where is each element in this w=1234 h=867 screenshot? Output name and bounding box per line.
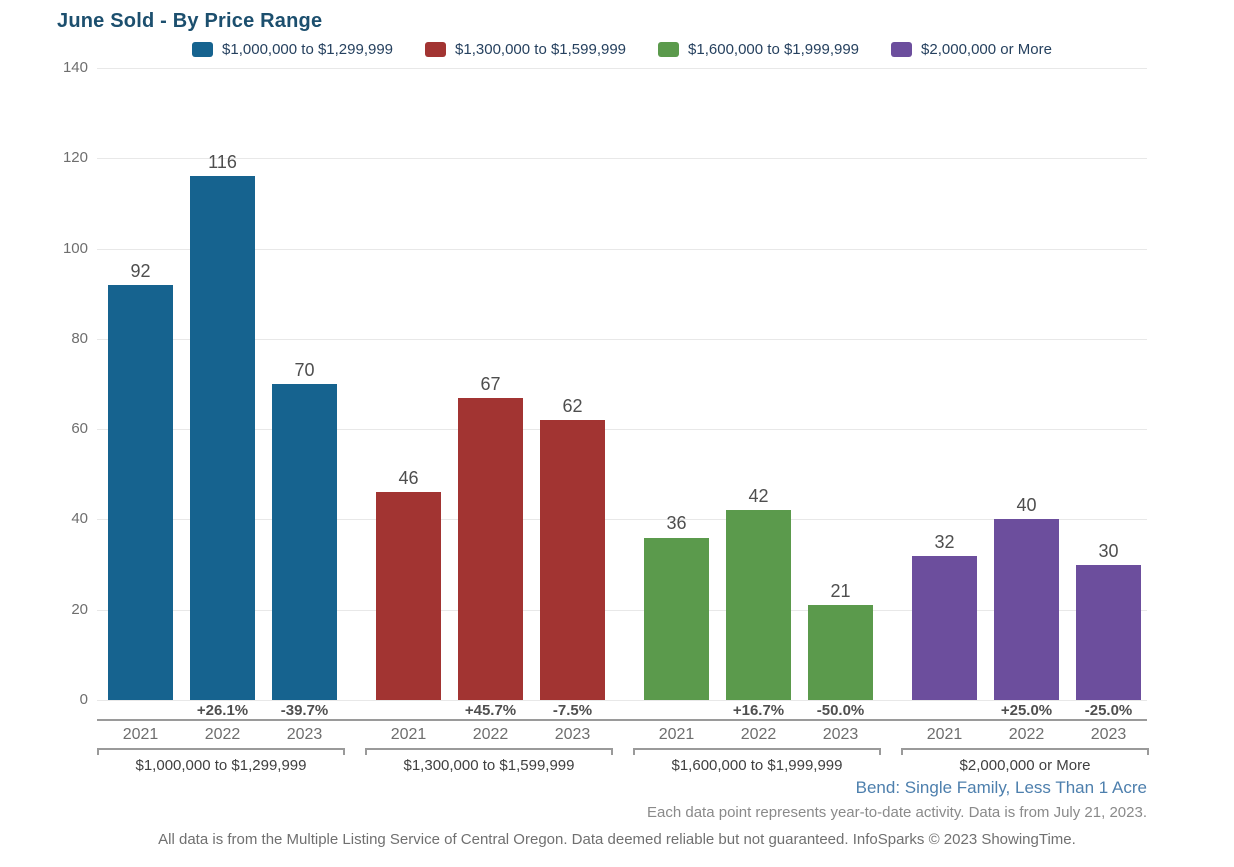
bar-value-label: 30 [1098,540,1119,561]
bar--2-000-000-or-more-2021 [912,555,977,700]
pct-change-label: +45.7% [464,702,517,719]
bar--2-000-000-or-more-2023 [1076,564,1141,700]
bar-value-label: 92 [130,260,151,281]
y-axis-tick-label: 120 [62,149,88,167]
bar-value-label: 116 [208,152,237,173]
legend-item-label: $1,000,000 to $1,299,999 [222,40,394,58]
gridline-y0 [97,700,1147,701]
x-axis-year-label: 2021 [926,726,963,743]
group-bracket [901,748,1149,755]
x-axis-year-label: 2023 [286,726,323,743]
bar--1-600-000-to-1-999-999-2022 [726,510,791,700]
gridline-y80 [97,338,1147,340]
legend-swatch-icon [891,41,913,57]
bar--1-000-000-to-1-299-999-2022 [190,176,255,700]
x-axis-year-label: 2022 [740,726,777,743]
gridline-y100 [97,248,1147,250]
axis-separator-line [97,719,1147,721]
x-axis-year-label: 2022 [472,726,509,743]
group-bracket [633,748,881,755]
bar-value-label: 46 [398,468,419,489]
pct-change-label: -50.0% [816,702,865,719]
gridline-y20 [97,609,1147,611]
legend-item-1[interactable]: $1,300,000 to $1,599,999 [425,41,626,58]
pct-change-label: -25.0% [1084,702,1133,719]
group-bracket [97,748,345,755]
y-axis-tick-label: 0 [79,691,88,708]
bar-value-label: 62 [562,396,583,417]
gridline-y120 [97,158,1147,160]
y-axis-tick-label: 80 [71,329,88,347]
legend-swatch-icon [192,41,214,57]
x-axis-year-label: 2023 [554,726,591,743]
y-axis-tick-label: 40 [71,510,88,528]
y-axis-tick-label: 140 [62,59,88,76]
pct-change-label: +26.1% [196,702,249,719]
group-bracket [365,748,613,755]
bar-value-label: 36 [666,513,687,534]
gridline-y40 [97,519,1147,521]
y-axis-tick-label: 60 [71,420,88,438]
legend-item-2[interactable]: $1,600,000 to $1,999,999 [658,41,859,58]
legend-item-0[interactable]: $1,000,000 to $1,299,999 [192,41,393,58]
x-axis-year-label: 2021 [390,726,427,743]
pct-change-label: +25.0% [1000,702,1053,719]
group-range-label: $1,000,000 to $1,299,999 [135,757,307,774]
x-axis-year-label: 2021 [658,726,695,743]
market-label: Bend: Single Family, Less Than 1 Acre [855,778,1147,797]
bar--2-000-000-or-more-2022 [994,519,1059,700]
disclaimer: All data is from the Multiple Listing Se… [158,831,1076,848]
x-axis-year-label: 2023 [1090,726,1127,743]
gridline-y140 [97,68,1147,69]
bar--1-300-000-to-1-599-999-2023 [540,420,605,700]
group-range-label: $2,000,000 or More [959,757,1091,774]
bar--1-600-000-to-1-999-999-2023 [808,605,873,700]
group-range-label: $1,600,000 to $1,999,999 [671,757,843,774]
bar--1-300-000-to-1-599-999-2021 [376,492,441,700]
bar--1-300-000-to-1-599-999-2022 [458,397,523,700]
x-axis-year-label: 2022 [204,726,241,743]
legend-item-label: $1,600,000 to $1,999,999 [688,40,860,58]
legend-item-label: $2,000,000 or More [921,40,1052,58]
y-axis-tick-label: 100 [62,239,88,257]
bar--1-000-000-to-1-299-999-2021 [108,284,173,700]
legend-swatch-icon [658,41,680,57]
bar-value-label: 70 [294,360,315,380]
pct-change-label: -7.5% [552,702,593,719]
group-range-label: $1,300,000 to $1,599,999 [403,757,575,774]
x-axis-year-label: 2022 [1008,726,1045,743]
gridline-y60 [97,429,1147,431]
bar-value-label: 42 [748,486,769,507]
x-axis-year-label: 2021 [122,726,159,743]
legend-item-label: $1,300,000 to $1,599,999 [455,40,627,58]
chart-title: June Sold - By Price Range [57,10,323,32]
pct-change-label: -39.7% [280,702,329,719]
bar-value-label: 40 [1016,495,1037,516]
legend-swatch-icon [425,41,447,57]
plot-area: 92 116 70 46 67 62 36 42 21 32 40 30 [97,68,1147,701]
bar--1-600-000-to-1-999-999-2021 [644,537,709,700]
bar--1-000-000-to-1-299-999-2023 [272,384,337,700]
y-axis-tick-label: 20 [71,600,88,618]
bar-value-label: 67 [480,373,501,394]
legend: $1,000,000 to $1,299,999 $1,300,000 to $1… [97,38,1147,60]
bar-value-label: 32 [934,531,955,552]
pct-change-label: +16.7% [732,702,785,719]
data-note: Each data point represents year-to-date … [647,804,1147,821]
legend-item-3[interactable]: $2,000,000 or More [891,41,1052,58]
x-axis-year-label: 2023 [822,726,859,743]
bar-value-label: 21 [830,581,851,602]
